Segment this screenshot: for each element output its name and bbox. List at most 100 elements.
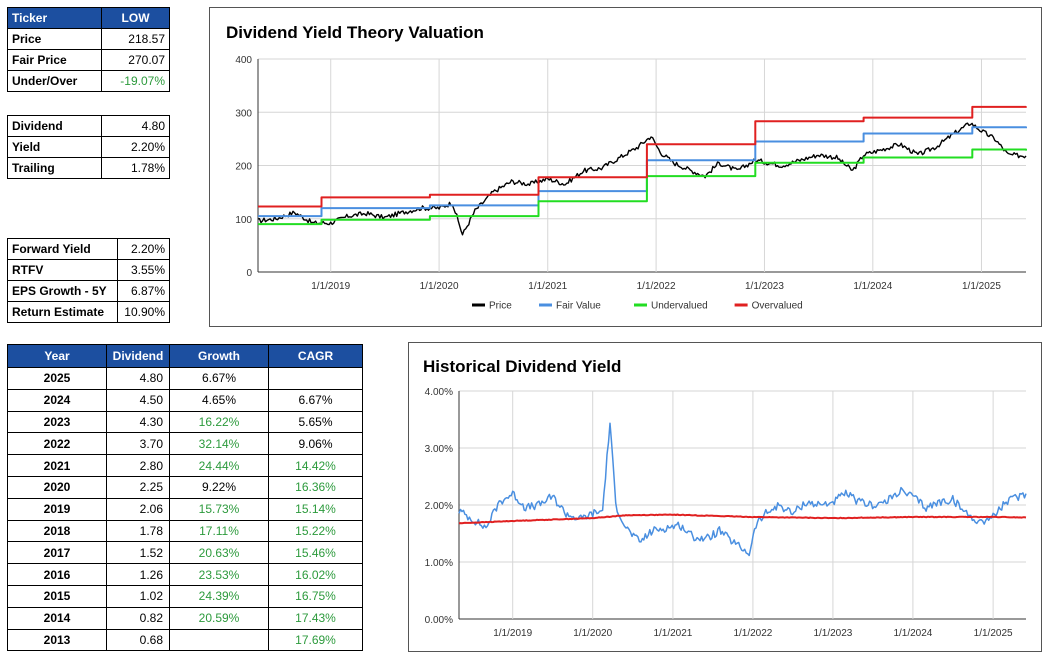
- dividend-cell: 4.80: [106, 367, 170, 390]
- dividend-history-table: Year Dividend Growth CAGR 2025 4.80 6.67% 2…: [7, 344, 363, 652]
- dividend-label: Dividend: [6, 115, 103, 137]
- x-tick-label: 1/1/2019: [311, 281, 350, 292]
- cagr-cell: 17.69%: [268, 628, 363, 652]
- growth-cell: 20.59%: [169, 606, 269, 630]
- forward-yield-label: Forward Yield: [7, 238, 118, 260]
- under-over-label: Under/Over: [6, 70, 103, 92]
- table-row: 2015 1.02 24.39% 16.75%: [7, 584, 363, 608]
- price-label: Price: [6, 28, 103, 50]
- summary-table: Ticker LOW Price 218.57 Fair Price 270.0…: [6, 7, 170, 92]
- table-row: 2025 4.80 6.67%: [7, 367, 363, 390]
- returns-row: RTFV 3.55%: [7, 259, 170, 281]
- x-tick-label: 1/1/2020: [573, 628, 612, 639]
- x-tick-label: 1/1/2023: [813, 628, 852, 639]
- table-row: 2023 4.30 16.22% 5.65%: [7, 410, 363, 434]
- year-cell: 2021: [7, 454, 107, 477]
- x-tick-label: 1/1/2019: [493, 628, 532, 639]
- eps-growth-label: EPS Growth - 5Y: [7, 280, 118, 302]
- summary-row: Price 218.57: [6, 28, 170, 50]
- yield-chart: Historical Dividend Yield 0.00% 1.00% 2.00%…: [423, 357, 1027, 639]
- x-tick-label: 1/1/2021: [653, 628, 692, 639]
- chart-title: Dividend Yield Theory Valuation: [226, 23, 484, 42]
- cagr-cell: 9.06%: [268, 432, 363, 456]
- growth-cell: 24.39%: [169, 584, 269, 608]
- yield-chart-panel: Historical Dividend Yield 0.00% 1.00% 2.00%…: [408, 342, 1042, 652]
- table-row: 2021 2.80 24.44% 14.42%: [7, 454, 363, 477]
- returns-row: Forward Yield 2.20%: [7, 238, 170, 260]
- dividend-cell: 1.02: [106, 584, 170, 608]
- x-tick-label: 1/1/2022: [637, 281, 676, 292]
- fair-price-value: 270.07: [101, 49, 170, 71]
- cagr-cell: 5.65%: [268, 410, 363, 434]
- growth-cell: 32.14%: [169, 432, 269, 456]
- year-header: Year: [7, 344, 107, 368]
- legend-label: Fair Value: [556, 301, 601, 312]
- growth-header: Growth: [169, 344, 269, 368]
- year-cell: 2020: [7, 475, 107, 499]
- valuation-chart: Dividend Yield Theory Valuation 0 100 200 30…: [226, 23, 1027, 312]
- trailing-value: 1.78%: [101, 157, 170, 179]
- table-row: 2013 0.68 17.69%: [7, 628, 363, 652]
- y-tick-label: 1.00%: [425, 558, 453, 569]
- year-cell: 2022: [7, 432, 107, 456]
- cagr-header: CAGR: [268, 344, 363, 368]
- valuation-chart-panel: Dividend Yield Theory Valuation 0 100 200 30…: [209, 7, 1042, 327]
- growth-cell: 17.11%: [169, 519, 269, 543]
- y-tick-label: 4.00%: [425, 387, 453, 398]
- cagr-cell: 16.36%: [268, 475, 363, 499]
- ticker-header-label: Ticker: [6, 7, 103, 29]
- growth-cell: 6.67%: [169, 367, 269, 390]
- legend-label: Overvalued: [752, 301, 803, 312]
- y-tick-label: 0.00%: [425, 615, 453, 626]
- growth-cell: [169, 628, 269, 652]
- dividend-table: Dividend 4.80 Yield 2.20% Trailing 1.78%: [6, 115, 170, 179]
- table-row: 2018 1.78 17.11% 15.22%: [7, 519, 363, 543]
- cagr-cell: 15.46%: [268, 541, 363, 565]
- table-row: 2016 1.26 23.53% 16.02%: [7, 563, 363, 586]
- dividend-cell: 1.26: [106, 563, 170, 586]
- return-estimate-value: 10.90%: [116, 301, 170, 323]
- forward-yield-value: 2.20%: [116, 238, 170, 260]
- price-value: 218.57: [101, 28, 170, 50]
- table-row: 2022 3.70 32.14% 9.06%: [7, 432, 363, 456]
- series-line: [258, 105, 1027, 208]
- dividend-header: Dividend: [106, 344, 170, 368]
- dividend-cell: 4.50: [106, 388, 170, 412]
- x-tick-label: 1/1/2025: [962, 281, 1001, 292]
- returns-row: Return Estimate 10.90%: [7, 301, 170, 323]
- cagr-cell: 15.14%: [268, 497, 363, 521]
- legend-label: Price: [489, 301, 512, 312]
- legend-swatch: [472, 303, 485, 307]
- dividend-cell: 1.78: [106, 519, 170, 543]
- dividend-cell: 2.06: [106, 497, 170, 521]
- year-cell: 2023: [7, 410, 107, 434]
- dividend-row: Dividend 4.80: [6, 115, 170, 137]
- y-tick-label: 400: [235, 55, 252, 66]
- summary-row: Fair Price 270.07: [6, 49, 170, 71]
- growth-cell: 16.22%: [169, 410, 269, 434]
- x-tick-label: 1/1/2021: [528, 281, 567, 292]
- dividend-value: 4.80: [101, 115, 170, 137]
- x-tick-label: 1/1/2022: [733, 628, 772, 639]
- y-tick-label: 3.00%: [425, 444, 453, 455]
- x-tick-label: 1/1/2024: [853, 281, 892, 292]
- yield-value: 2.20%: [101, 136, 170, 158]
- legend-swatch: [634, 303, 647, 307]
- growth-cell: 9.22%: [169, 475, 269, 499]
- series-line: [458, 422, 1027, 557]
- under-over-value: -19.07%: [101, 70, 170, 92]
- year-cell: 2016: [7, 563, 107, 586]
- eps-growth-value: 6.87%: [116, 280, 170, 302]
- year-cell: 2017: [7, 541, 107, 565]
- dividend-cell: 4.30: [106, 410, 170, 434]
- growth-cell: 4.65%: [169, 388, 269, 412]
- y-tick-label: 0: [246, 268, 252, 279]
- dividend-cell: 0.68: [106, 628, 170, 652]
- dividend-history-body: 2025 4.80 6.67% 2024 4.50 4.65% 6.67% 2023 4.30 1…: [7, 367, 363, 652]
- legend-swatch: [734, 303, 748, 307]
- growth-cell: 15.73%: [169, 497, 269, 521]
- returns-table: Forward Yield 2.20% RTFV 3.55% EPS Growt…: [7, 238, 170, 323]
- rtfv-value: 3.55%: [116, 259, 170, 281]
- series-line: [257, 122, 1027, 236]
- year-cell: 2014: [7, 606, 107, 630]
